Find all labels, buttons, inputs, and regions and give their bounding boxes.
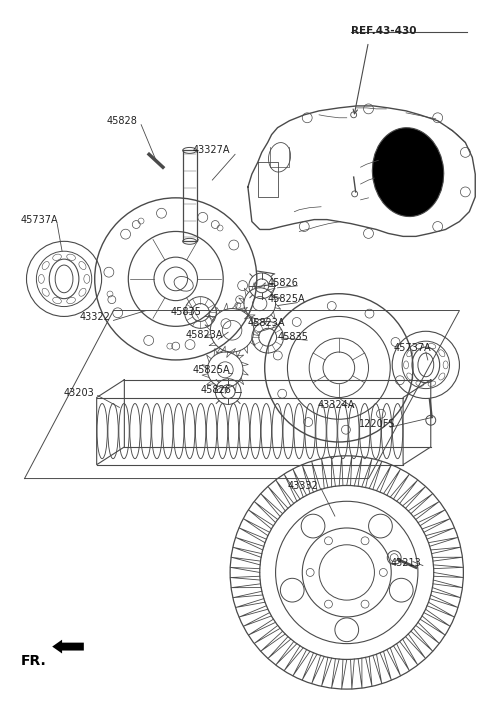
Text: 45823A: 45823A bbox=[248, 318, 286, 328]
FancyArrow shape bbox=[52, 640, 84, 653]
Text: 45737A: 45737A bbox=[21, 214, 58, 224]
Text: 43324A: 43324A bbox=[317, 400, 354, 410]
Text: 43332: 43332 bbox=[288, 481, 318, 491]
Text: 43203: 43203 bbox=[64, 388, 95, 398]
Text: 45823A: 45823A bbox=[186, 330, 223, 340]
Text: REF.43-430: REF.43-430 bbox=[351, 26, 416, 36]
Ellipse shape bbox=[372, 128, 444, 217]
Text: 43327A: 43327A bbox=[192, 146, 230, 155]
Text: 43322: 43322 bbox=[80, 312, 111, 322]
Text: 1220FS: 1220FS bbox=[359, 419, 395, 429]
Text: 45825A: 45825A bbox=[268, 294, 305, 304]
Text: 45826: 45826 bbox=[201, 385, 231, 395]
Text: FR.: FR. bbox=[21, 655, 46, 669]
Text: 43213: 43213 bbox=[390, 557, 421, 567]
Text: 45828: 45828 bbox=[107, 116, 137, 126]
Text: 45826: 45826 bbox=[268, 278, 299, 288]
Text: 45825A: 45825A bbox=[192, 365, 230, 375]
Text: 45737A: 45737A bbox=[393, 343, 431, 353]
Text: 45835: 45835 bbox=[277, 332, 309, 342]
Text: 45835: 45835 bbox=[171, 307, 202, 317]
